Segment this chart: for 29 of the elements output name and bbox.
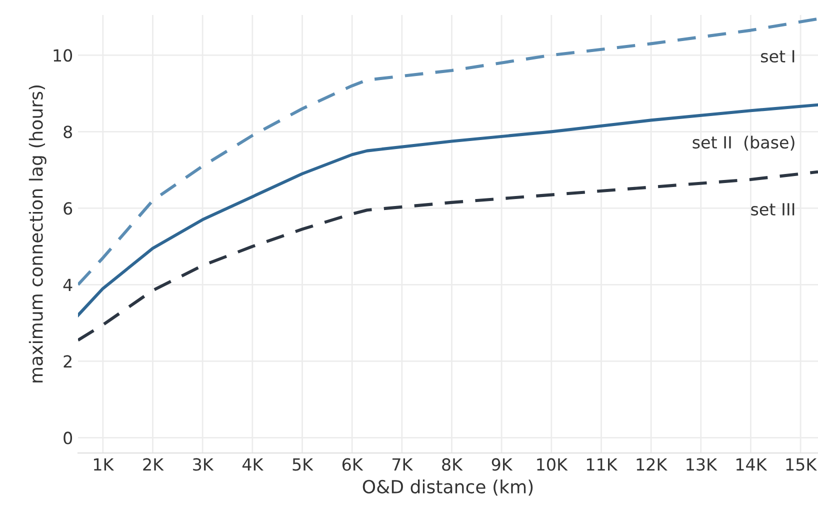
x-tick-label: 2K [143, 458, 164, 471]
line-series [78, 170, 818, 342]
x-tick-label: 9K [492, 458, 513, 471]
x-tick-label: 4K [242, 458, 264, 471]
x-tick-label: 7K [392, 458, 414, 471]
y-tick-label: 0 [64, 432, 72, 444]
series-label: set III [751, 203, 794, 216]
x-tick-label: 14K [736, 458, 768, 471]
x-tick-label: 5K [292, 458, 314, 471]
series-label: set I [760, 50, 794, 63]
x-tick-label: 12K [636, 458, 668, 471]
y-axis-title: maximum connection lag (hours) [28, 86, 46, 382]
x-tick-label: 6K [342, 458, 364, 471]
y-tick-label: 4 [63, 278, 72, 292]
x-tick-label: 10K [537, 458, 568, 471]
x-axis-title: O&D distance (km) [362, 480, 533, 496]
x-tick-label: 8K [442, 458, 463, 471]
x-tick-label: 11K [586, 458, 618, 471]
line-series [78, 103, 818, 317]
y-tick-label: 6 [64, 202, 72, 215]
y-tick-label: 10 [54, 49, 72, 62]
series-label: set II (base) [692, 136, 794, 151]
y-tick-label: 8 [64, 126, 72, 138]
x-tick-label: 3K [193, 458, 214, 471]
x-tick-label: 13K [686, 458, 718, 471]
line-series [78, 17, 818, 286]
x-tick-label: 15K [786, 458, 817, 471]
y-tick-label: 2 [64, 355, 72, 368]
x-tick-label: 1K [94, 458, 114, 471]
